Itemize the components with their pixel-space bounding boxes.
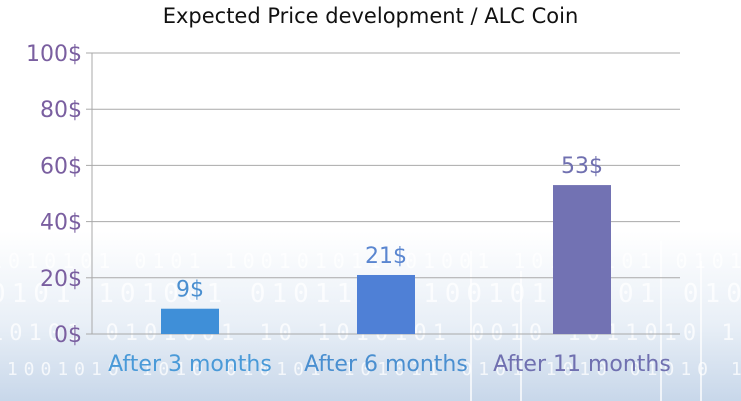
light-streak (520, 271, 522, 401)
light-streak (470, 251, 472, 401)
y-tick-label: 100$ (26, 42, 82, 67)
y-tick-label: 60$ (40, 154, 82, 179)
bar (553, 185, 611, 334)
light-streak (700, 261, 702, 401)
y-tick-label: 80$ (40, 98, 82, 123)
y-tick-label: 40$ (40, 211, 82, 236)
x-category-label: After 3 months (108, 352, 272, 377)
bar (161, 308, 219, 334)
bar (357, 274, 415, 334)
chart-title: Expected Price development / ALC Coin (162, 4, 579, 28)
data-label: 53$ (561, 154, 603, 179)
y-tick-label: 20$ (40, 267, 82, 292)
binary-pattern-row: 01001010 1010 010101 101011 0101 1010 01… (0, 359, 741, 380)
data-label: 21$ (365, 244, 407, 269)
y-tick-label: 0$ (54, 323, 82, 348)
x-category-label: After 11 months (493, 352, 671, 377)
x-category-label: After 6 months (304, 352, 468, 377)
data-label: 9$ (176, 278, 204, 303)
light-streak (660, 241, 662, 401)
